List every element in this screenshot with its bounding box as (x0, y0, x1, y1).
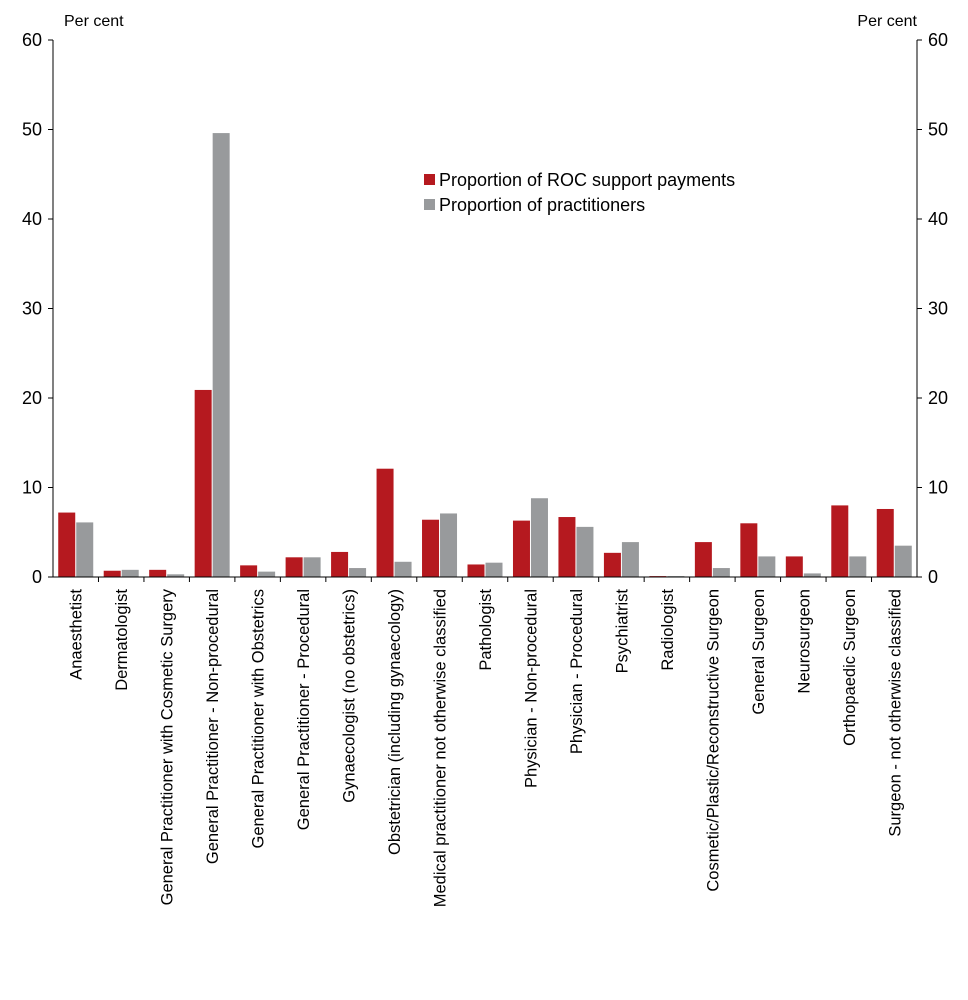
bar-roc-payments (694, 542, 712, 577)
legend: Proportion of ROC support payments Propor… (424, 170, 735, 215)
y-tick-label-left: 30 (22, 299, 42, 319)
y-tick-label-left: 0 (32, 567, 42, 587)
bar-roc-payments (103, 570, 121, 577)
bar-roc-payments (512, 520, 530, 577)
category-labels: Anaesthetist Dermatologist General Practit… (68, 588, 905, 907)
category-label: General Practitioner with Cosmetic Surge… (159, 588, 177, 905)
bar-practitioners (440, 513, 458, 577)
bar-practitioners (303, 557, 321, 577)
bar-roc-payments (831, 505, 849, 577)
category-label: Cosmetic/Plastic/Reconstructive Surgeon (704, 589, 722, 892)
y-tick-label-left: 60 (22, 30, 42, 50)
bar-practitioners (803, 573, 821, 577)
category-label: Anaesthetist (68, 589, 86, 680)
bar-roc-payments (331, 551, 349, 577)
bar-roc-payments (285, 557, 303, 577)
y-tick-label-right: 10 (928, 478, 948, 498)
bar-practitioners (849, 556, 867, 577)
bar-practitioners (258, 571, 276, 577)
category-label: General Practitioner - Procedural (295, 589, 313, 830)
bar-practitioners (349, 568, 367, 577)
left-axis-unit: Per cent (64, 13, 124, 30)
bar-roc-payments (785, 556, 803, 577)
bar-practitioners (212, 133, 230, 577)
bar-roc-payments (422, 519, 440, 577)
y-tick-label-right: 30 (928, 299, 948, 319)
bar-practitioners (621, 542, 639, 577)
category-label: Surgeon - not otherwise classified (886, 589, 904, 837)
bar-practitioners (712, 568, 730, 577)
legend-label: Proportion of ROC support payments (439, 170, 735, 190)
bar-practitioners (394, 561, 412, 577)
right-axis-unit: Per cent (857, 13, 917, 30)
bar-practitioners (758, 556, 776, 577)
category-label: Pathologist (477, 589, 495, 671)
bar-roc-payments (194, 389, 212, 577)
y-tick-label-right: 50 (928, 120, 948, 140)
bar-practitioners (576, 526, 594, 577)
bar-roc-payments (376, 468, 394, 577)
legend-swatch (424, 174, 435, 185)
category-label: Dermatologist (113, 589, 131, 691)
bar-practitioners (76, 522, 94, 577)
category-label: General Practitioner - Non-procedural (204, 589, 222, 864)
bars (58, 133, 912, 577)
category-label: General Surgeon (750, 589, 768, 715)
bar-roc-payments (558, 517, 576, 577)
category-label: Gynaecologist (no obstetrics) (341, 589, 359, 803)
legend-label: Proportion of practitioners (439, 195, 645, 215)
bar-roc-payments (603, 552, 621, 577)
category-label: Psychiatrist (613, 589, 631, 674)
category-label: Physician - Procedural (568, 589, 586, 754)
y-tick-label-right: 60 (928, 30, 948, 50)
bar-practitioners (894, 545, 912, 577)
right-axis: 0 10 20 30 40 50 60 (916, 30, 948, 587)
category-label: General Practitioner with Obstetrics (250, 589, 268, 849)
bar-practitioners (485, 562, 503, 577)
bar-roc-payments (149, 569, 167, 577)
y-tick-label-left: 40 (22, 209, 42, 229)
category-label: Physician - Non-procedural (522, 589, 540, 788)
bar-practitioners (121, 569, 139, 577)
y-tick-label-right: 0 (928, 567, 938, 587)
y-tick-label-left: 10 (22, 478, 42, 498)
bar-practitioners (167, 574, 185, 577)
bar-roc-payments (740, 523, 758, 577)
x-axis (53, 576, 917, 582)
legend-swatch (424, 199, 435, 210)
bar-roc-payments (240, 565, 258, 577)
category-label: Neurosurgeon (795, 589, 813, 694)
bar-roc-payments (467, 564, 485, 577)
y-tick-label-left: 20 (22, 388, 42, 408)
category-label: Radiologist (659, 589, 677, 671)
y-tick-label-left: 50 (22, 120, 42, 140)
category-label: Obstetrician (including gynaecology) (386, 589, 404, 855)
left-axis: 0 10 20 30 40 50 60 (22, 30, 54, 587)
bar-roc-payments (58, 512, 76, 577)
category-label: Orthopaedic Surgeon (841, 589, 859, 746)
bar-practitioners (530, 498, 548, 577)
bar-roc-payments (876, 508, 894, 577)
y-tick-label-right: 40 (928, 209, 948, 229)
category-label: Medical practitioner not otherwise class… (432, 589, 450, 907)
y-tick-label-right: 20 (928, 388, 948, 408)
